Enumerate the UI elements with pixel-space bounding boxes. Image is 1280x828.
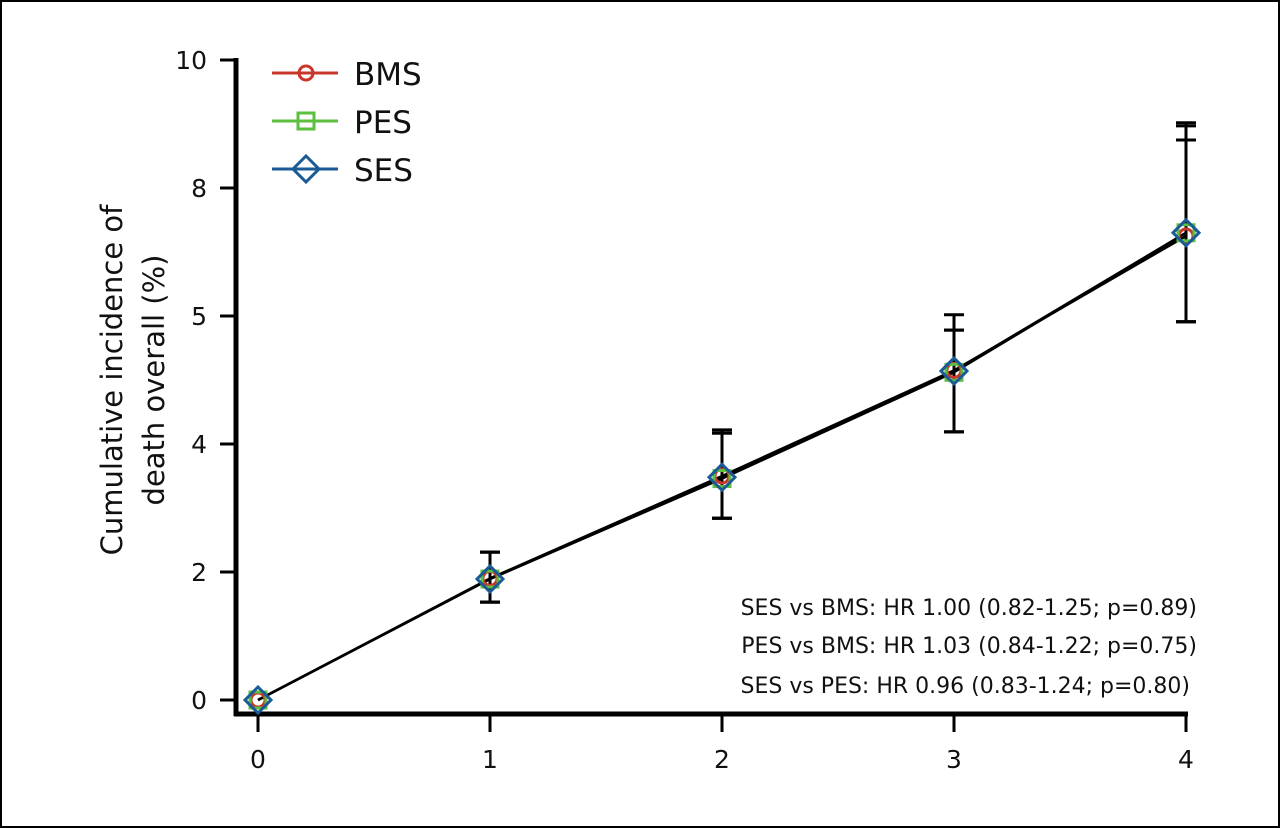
data-point-pes	[248, 690, 268, 710]
legend-label-ses: SES	[354, 153, 413, 189]
legend-label-pes: PES	[354, 105, 412, 141]
y-tick-label: 8	[191, 174, 207, 203]
data-point-ses	[242, 684, 274, 716]
data-point-pes	[1176, 223, 1196, 243]
x-tick-label: 4	[1178, 745, 1194, 774]
legend-label-bms: BMS	[354, 57, 422, 93]
x-tick-label: 2	[714, 745, 730, 774]
y-tick-label: 2	[191, 558, 207, 587]
data-point-ses	[706, 462, 738, 493]
data-point-pes	[944, 362, 964, 382]
data-point-ses	[474, 563, 506, 595]
legend-square-icon	[296, 111, 316, 131]
annotation-ses-vs-pes: SES vs PES: HR 0.96 (0.83-1.24; p=0.80)	[741, 674, 1191, 699]
x-tick-label: 1	[482, 745, 498, 774]
error-bars	[480, 121, 1196, 604]
y-axis-label-line1: Cumulative incidence of	[95, 204, 129, 556]
y-tick-label: 4	[191, 430, 207, 459]
data-point-pes	[480, 569, 500, 589]
y-tick-label: 5	[191, 302, 207, 331]
legend: BMS PES SES	[272, 57, 422, 189]
data-point-pes	[712, 469, 732, 489]
x-tick-label: 3	[946, 745, 962, 774]
axes: 0 2 4 5 8 10 0 1 2 3 4	[175, 46, 1194, 774]
x-tick-label: 0	[250, 745, 266, 774]
legend-circle-icon	[297, 64, 315, 82]
y-tick-label: 10	[175, 46, 207, 75]
annotation-pes-vs-bms: PES vs BMS: HR 1.03 (0.84-1.22; p=0.75)	[741, 634, 1197, 659]
markers	[242, 217, 1202, 716]
y-axis-label-line2: death overall (%)	[137, 255, 171, 506]
annotation-ses-vs-bms: SES vs BMS: HR 1.00 (0.82-1.25; p=0.89)	[741, 596, 1197, 621]
data-point-ses	[938, 355, 970, 387]
data-point-ses	[1170, 217, 1202, 248]
y-tick-label: 0	[191, 686, 207, 715]
legend-diamond-icon	[290, 153, 322, 185]
